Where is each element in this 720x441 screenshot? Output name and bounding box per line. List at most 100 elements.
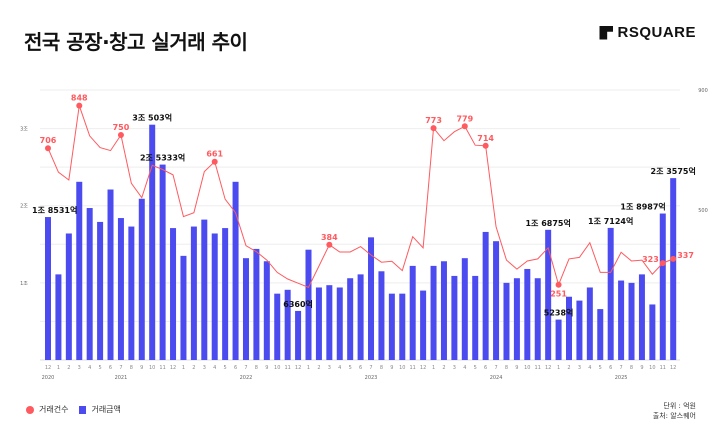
bar (190, 226, 197, 360)
chart-title: 전국 공장·창고 실거래 추이 (24, 30, 248, 54)
bar (472, 275, 479, 360)
month-tick: 8 (630, 365, 633, 371)
month-tick: 4 (88, 365, 91, 371)
year-label: 2025 (615, 375, 628, 381)
bar (336, 287, 343, 360)
source-note: 출처: 알스퀘어 (652, 412, 696, 420)
month-tick: 3 (203, 365, 206, 371)
month-tick: 8 (255, 365, 258, 371)
month-tick: 7 (620, 365, 623, 371)
line-value-label: 384 (321, 233, 338, 242)
bar (482, 231, 489, 360)
month-tick: 1 (182, 365, 185, 371)
bar (65, 233, 72, 360)
line-marker (670, 255, 677, 262)
line-value-label: 848 (71, 94, 88, 103)
bar (628, 282, 635, 360)
right-axis-tick: 500 (698, 208, 708, 214)
bar (451, 275, 458, 360)
bar (107, 189, 114, 360)
bar (211, 233, 218, 360)
line-marker (76, 102, 83, 109)
line-marker (326, 241, 333, 248)
bar (86, 208, 93, 360)
month-tick: 6 (484, 365, 487, 371)
month-tick: 5 (349, 365, 352, 371)
month-tick: 2 (192, 365, 195, 371)
line-marker (461, 123, 468, 130)
month-tick: 7 (244, 365, 247, 371)
bar (326, 285, 333, 360)
bar (201, 219, 208, 360)
month-tick: 12 (45, 365, 51, 371)
bar (117, 218, 124, 360)
month-tick: 2 (67, 365, 70, 371)
month-tick: 5 (599, 365, 602, 371)
bar-value-label: 1조 6875억 (525, 218, 570, 228)
line-value-label: 714 (477, 134, 494, 143)
line-marker (430, 125, 437, 132)
line-marker (211, 158, 218, 165)
bar (222, 228, 229, 360)
month-tick: 10 (274, 365, 280, 371)
bar (545, 229, 552, 360)
left-axis-tick: 3조 (20, 127, 28, 133)
month-tick: 8 (130, 365, 133, 371)
line-value-label: 750 (113, 123, 130, 132)
bar (503, 282, 510, 360)
bar (232, 181, 239, 360)
month-tick: 12 (420, 365, 426, 371)
bar (555, 319, 562, 360)
month-tick: 8 (380, 365, 383, 371)
month-tick: 12 (170, 365, 176, 371)
month-tick: 9 (640, 365, 643, 371)
month-tick: 5 (474, 365, 477, 371)
bar (493, 241, 500, 360)
right-axis-tick: 900 (698, 88, 708, 94)
month-tick: 6 (359, 365, 362, 371)
bar (159, 164, 166, 360)
month-tick: 9 (515, 365, 518, 371)
bar (138, 198, 145, 360)
bar (513, 278, 520, 360)
month-tick: 10 (524, 365, 530, 371)
month-tick: 4 (213, 365, 216, 371)
bar (378, 271, 385, 360)
bar (440, 261, 447, 360)
month-tick: 11 (535, 365, 541, 371)
line-value-label: 706 (40, 136, 57, 145)
bar (524, 268, 531, 360)
line-value-label: 773 (425, 116, 442, 125)
month-tick: 12 (545, 365, 551, 371)
line-marker (659, 260, 666, 267)
year-label: 2022 (240, 375, 253, 381)
bar-value-label: 5238억 (544, 308, 574, 318)
bar (315, 287, 322, 360)
legend-line-swatch (26, 405, 34, 414)
bar (305, 249, 312, 360)
month-tick: 9 (265, 365, 268, 371)
month-tick: 7 (494, 365, 497, 371)
month-tick: 11 (159, 365, 165, 371)
month-tick: 12 (670, 365, 676, 371)
left-axis-tick: 2조 (20, 204, 28, 210)
month-tick: 11 (410, 365, 416, 371)
month-tick: 8 (505, 365, 508, 371)
bar (347, 278, 354, 360)
bar (274, 293, 281, 360)
bar (55, 274, 62, 360)
bar (659, 213, 666, 360)
bar-value-label: 3조 503억 (132, 113, 172, 123)
month-tick: 7 (119, 365, 122, 371)
bar (263, 261, 270, 360)
legend: 거래건수 거래금액 (26, 404, 121, 415)
legend-bar-swatch (79, 405, 87, 414)
bar (388, 293, 395, 360)
bar (597, 309, 604, 360)
bar-value-label: 6360억 (283, 299, 313, 309)
month-tick: 1 (557, 365, 560, 371)
month-tick: 9 (140, 365, 143, 371)
year-label: 2023 (365, 375, 378, 381)
bar (576, 300, 583, 360)
bar (409, 265, 416, 360)
